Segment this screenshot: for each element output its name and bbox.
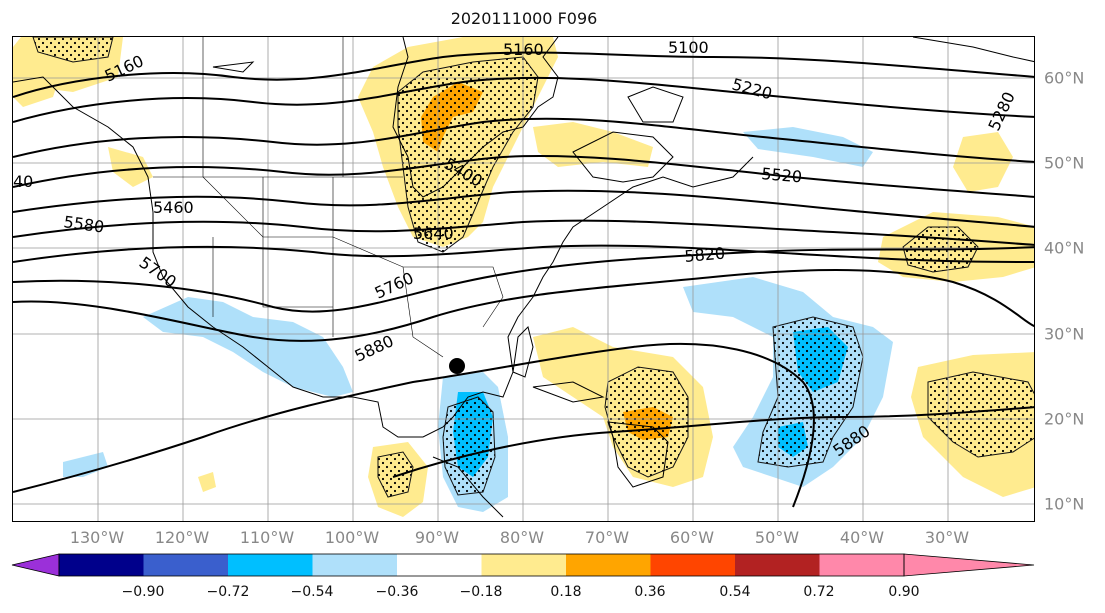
colorbar-tick: −0.36 — [375, 584, 419, 600]
colorbar-segment — [312, 554, 397, 576]
colorbar-tick: −0.18 — [459, 584, 503, 600]
colorbar-tick: 0.54 — [719, 584, 751, 600]
lat-label: 50°N — [1044, 153, 1085, 173]
contour-label: 5820 — [684, 244, 726, 266]
colorbar-segment — [650, 554, 735, 576]
contour-label: 5220 — [730, 75, 774, 104]
lat-label: 20°N — [1044, 409, 1085, 429]
lon-label: 70°W — [584, 528, 630, 547]
map-panel: 5160 5100 5160 5220 5280 40 5460 5400 55… — [12, 36, 1035, 522]
colorbar-segment — [59, 554, 144, 576]
contour-label: 5160 — [503, 40, 544, 59]
contour-label: 5100 — [668, 38, 709, 57]
colorbar-tick: −0.54 — [290, 584, 334, 600]
height-contours — [13, 51, 1034, 508]
lon-label: 120°W — [154, 528, 210, 547]
lon-label: 100°W — [324, 528, 380, 547]
contour-label: 5640 — [413, 224, 454, 243]
colorbar-tick: −0.72 — [206, 584, 250, 600]
colorbar-tick: 0.72 — [803, 584, 835, 600]
storm-location-marker — [449, 358, 465, 374]
colorbar-right-arrow — [903, 553, 1035, 577]
lon-label: 110°W — [239, 528, 295, 547]
lat-label: 10°N — [1044, 494, 1085, 514]
colorbar-segment — [397, 554, 482, 576]
lon-label: 130°W — [69, 528, 125, 547]
lon-label: 80°W — [499, 528, 545, 547]
map-title: 2020111000 F096 — [450, 9, 598, 28]
colorbar-tick: 0.90 — [888, 584, 920, 600]
lon-label: 40°W — [839, 528, 885, 547]
map-canvas: 5160 5100 5160 5220 5280 40 5460 5400 55… — [13, 37, 1034, 521]
lon-label: 50°W — [754, 528, 800, 547]
contour-label: 40 — [13, 172, 33, 191]
colorbar-segment — [481, 554, 566, 576]
lat-label: 40°N — [1044, 238, 1085, 258]
colorbar-left-arrow — [11, 553, 60, 577]
lat-label: 30°N — [1044, 324, 1085, 344]
contour-label: 5520 — [761, 164, 803, 186]
colorbar-segment — [143, 554, 228, 576]
contour-label: 5460 — [153, 198, 194, 217]
lon-label: 30°W — [924, 528, 970, 547]
colorbar-segment — [819, 554, 904, 576]
significance-stipple — [32, 37, 1034, 498]
state-borders — [153, 37, 504, 358]
colorbar — [11, 553, 1035, 577]
colorbar-segment — [735, 554, 820, 576]
colorbar-tick: −0.90 — [121, 584, 165, 600]
colorbar-segment — [566, 554, 651, 576]
lat-label: 60°N — [1044, 68, 1085, 88]
lon-label: 60°W — [669, 528, 715, 547]
lon-label: 90°W — [414, 528, 460, 547]
contour-label: 5280 — [984, 89, 1018, 134]
contour-label: 5580 — [62, 212, 105, 236]
colorbar-tick: 0.18 — [550, 584, 582, 600]
colorbar-tick: 0.36 — [634, 584, 666, 600]
colorbar-segment — [228, 554, 313, 576]
contour-label: 5760 — [372, 268, 417, 302]
